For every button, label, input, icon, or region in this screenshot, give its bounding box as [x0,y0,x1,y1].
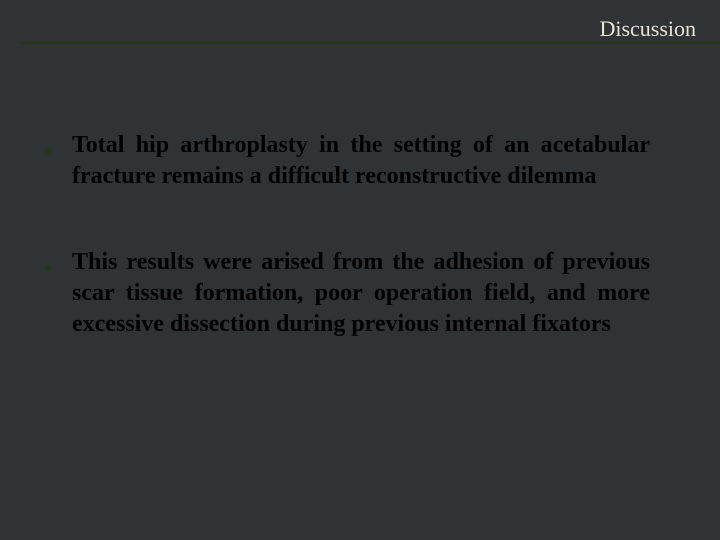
bullet-dot-icon: • [44,130,72,164]
bullet-text: Total hip arthroplasty in the setting of… [72,130,650,191]
title-rule [20,42,720,44]
bullet-list: • Total hip arthroplasty in the setting … [44,130,650,396]
list-item: • Total hip arthroplasty in the setting … [44,130,650,191]
slide: Discussion • Total hip arthroplasty in t… [0,0,720,540]
list-item: • This results were arised from the adhe… [44,247,650,339]
bullet-text: This results were arised from the adhesi… [72,247,650,339]
bullet-dot-icon: • [44,247,72,281]
slide-title: Discussion [20,16,696,42]
